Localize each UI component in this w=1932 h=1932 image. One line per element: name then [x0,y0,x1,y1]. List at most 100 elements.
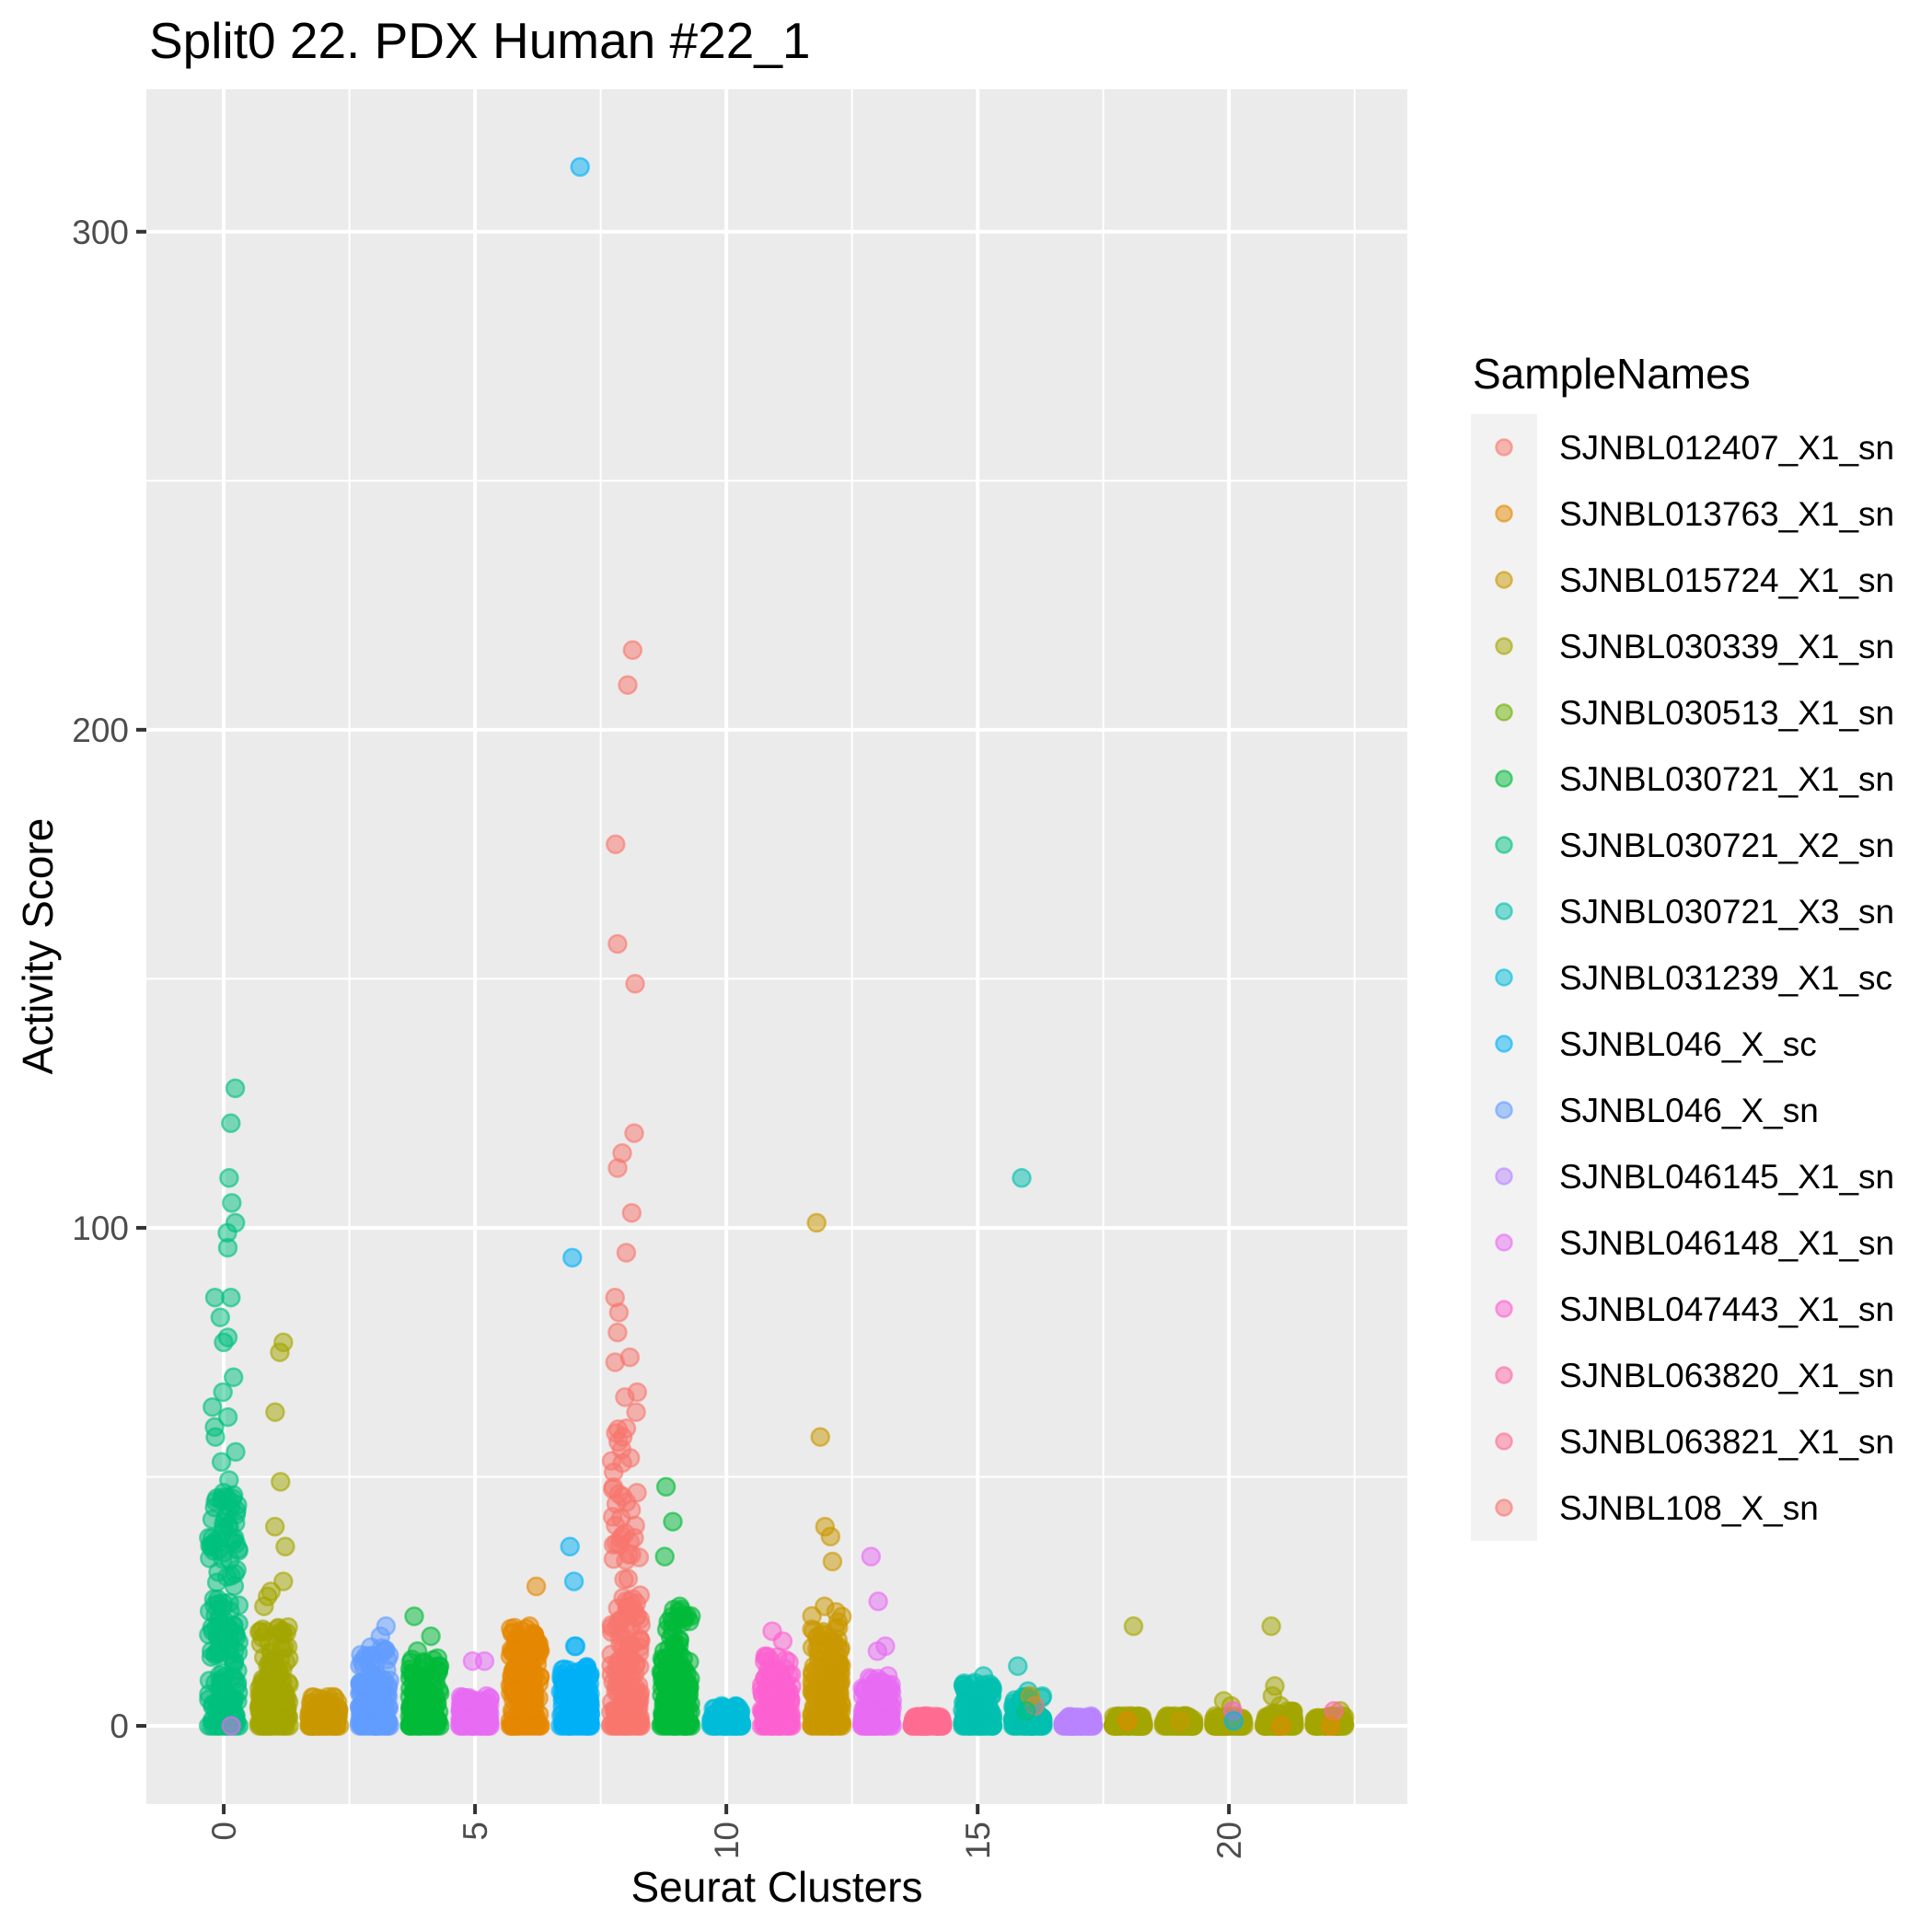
data-point [818,1681,839,1702]
legend-item: SJNBL030721_X2_sn [1495,827,1894,864]
data-point [810,1427,830,1447]
data-point [606,834,626,855]
data-point [552,1671,573,1691]
data-point [672,1612,693,1633]
data-point [806,1212,827,1233]
data-point [519,1616,540,1637]
data-point [213,1382,233,1403]
chart-title: Split0 22. PDX Human #22_1 [149,12,811,69]
data-point [526,1576,547,1597]
legend-label: SJNBL030513_X1_sn [1559,694,1894,732]
data-point [669,1596,690,1616]
data-point [1008,1656,1028,1676]
data-point [210,1307,231,1328]
data-point [223,1367,244,1388]
data-point [211,1452,232,1473]
legend-key-dot-icon [1495,1233,1513,1252]
legend-item: SJNBL030721_X1_sn [1495,760,1894,798]
data-point [624,1528,644,1548]
legend-label: SJNBL015724_X1_sn [1559,561,1894,599]
data-point [560,1536,580,1557]
data-point [781,1716,802,1736]
data-point [563,1571,584,1591]
data-point [275,1536,295,1557]
minor-gridlines [146,89,1407,1804]
legend-label: SJNBL031239_X1_sc [1559,959,1892,997]
data-point [205,1427,226,1447]
data-point [626,1402,646,1422]
data-point [631,1716,652,1736]
data-point [202,1694,223,1715]
legend-item: SJNBL015724_X1_sn [1495,561,1894,599]
data-point [755,1646,776,1667]
data-point [815,1596,835,1616]
data-point [608,1683,630,1705]
legend-title: SampleNames [1473,350,1751,398]
data-point [213,1598,233,1618]
data-point [973,1666,994,1686]
legend-label: SJNBL063820_X1_sn [1559,1357,1894,1394]
legend-item: SJNBL030513_X1_sn [1495,694,1894,732]
legend-item: SJNBL013763_X1_sn [1495,495,1894,533]
legend-label: SJNBL047443_X1_sn [1559,1290,1894,1328]
data-point [216,1487,237,1508]
data-point [502,1623,523,1644]
data-point [608,1302,630,1323]
data-point [613,1587,633,1608]
data-point [867,1641,888,1661]
legend-label: SJNBL046148_X1_sn [1559,1224,1894,1262]
data-point [469,1693,491,1713]
data-point [654,1546,675,1567]
data-point [601,1655,621,1675]
data-point [221,1716,241,1736]
legend-item: SJNBL046_X_sc [1495,1025,1817,1063]
data-point [982,1716,1003,1736]
data-point [882,1716,903,1736]
data-point [802,1682,823,1702]
data-point [731,1716,752,1736]
y-tick-label: 200 [72,711,129,749]
y-axis-title: Activity Score [14,818,62,1075]
data-point [222,1689,243,1710]
data-point [352,1651,373,1672]
data-point [379,1670,399,1691]
data-point [1082,1716,1104,1736]
data-point [503,1681,524,1702]
legend-key-dot-icon [1495,1498,1513,1517]
legend-label: SJNBL030339_X1_sn [1559,628,1894,665]
legend-key-dot-icon [1495,769,1513,788]
data-point [618,675,638,695]
legend-item: SJNBL046_X_sn [1495,1092,1819,1129]
data-point [605,1352,626,1372]
legend-label: SJNBL030721_X2_sn [1559,827,1894,864]
legend-key-dot-icon [1495,637,1513,655]
data-point [822,1652,842,1672]
legend-label: SJNBL012407_X1_sn [1559,429,1894,467]
data-point [612,1452,632,1474]
data-point [619,1631,639,1651]
x-tick-label: 15 [959,1822,997,1859]
data-point [820,1526,841,1547]
data-point [421,1625,441,1647]
legend-item: SJNBL030721_X3_sn [1495,893,1894,931]
data-point [954,1679,975,1699]
x-tick-label: 0 [205,1822,243,1841]
data-point [868,1591,888,1612]
data-point [265,1402,285,1422]
data-point [254,1596,274,1616]
legend-label: SJNBL013763_X1_sn [1559,495,1894,533]
data-point [1015,1701,1036,1721]
data-point [772,1631,793,1651]
data-point [622,640,643,661]
legend-key-dot-icon [1495,1432,1513,1451]
data-point [1170,1710,1190,1731]
legend-key-dot-icon [1495,1366,1513,1384]
data-point [681,1716,701,1736]
data-point [625,974,645,994]
data-point [228,1539,249,1559]
data-point [607,1158,628,1178]
data-point [430,1716,450,1736]
data-point [831,1716,852,1736]
data-point [610,1611,631,1632]
legend-item: SJNBL030339_X1_sn [1495,628,1894,665]
